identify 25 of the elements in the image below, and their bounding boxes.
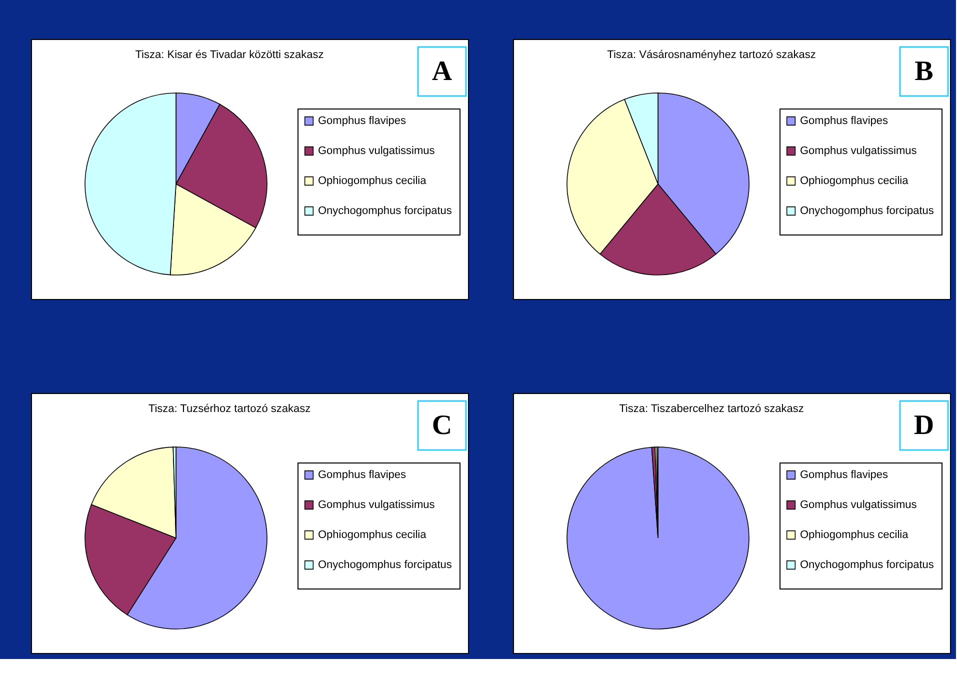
- legend-label: Ophiogomphus cecilia: [318, 175, 428, 187]
- text: A: [432, 56, 453, 87]
- legend-label: Gomphus flavipes: [318, 469, 407, 481]
- pie-slice: [566, 446, 750, 630]
- legend-label: Gomphus vulgatissimus: [800, 499, 918, 511]
- legend-label: Ophiogomphus cecilia: [800, 529, 910, 541]
- legend-label: Onychogomphus forcipatus: [800, 559, 934, 571]
- legend-label: Gomphus flavipes: [800, 115, 889, 127]
- chart-title: Tisza: Kisar és Tivadar közötti szakasz: [135, 49, 324, 61]
- legend-label: Ophiogomphus cecilia: [800, 175, 910, 187]
- chart-title: Tisza: Tuzsérhoz tartozó szakasz: [148, 403, 311, 415]
- legend-label: Gomphus flavipes: [318, 115, 407, 127]
- legend-label: Ophiogomphus cecilia: [318, 529, 428, 541]
- legend-label: Gomphus vulgatissimus: [800, 145, 918, 157]
- legend-label: Gomphus vulgatissimus: [318, 499, 436, 511]
- chart-title: Tisza: Vásárosnaményhez tartozó szakasz: [607, 49, 816, 61]
- legend-label: Onychogomphus forcipatus: [800, 205, 934, 217]
- text: C: [432, 410, 452, 441]
- legend-label: Gomphus vulgatissimus: [318, 145, 436, 157]
- text: D: [914, 410, 934, 441]
- chart-title: Tisza: Tiszabercelhez tartozó szakasz: [619, 403, 804, 415]
- legend-label: Gomphus flavipes: [800, 469, 889, 481]
- legend-label: Onychogomphus forcipatus: [318, 559, 452, 571]
- legend-label: Onychogomphus forcipatus: [318, 205, 452, 217]
- text: B: [914, 56, 934, 87]
